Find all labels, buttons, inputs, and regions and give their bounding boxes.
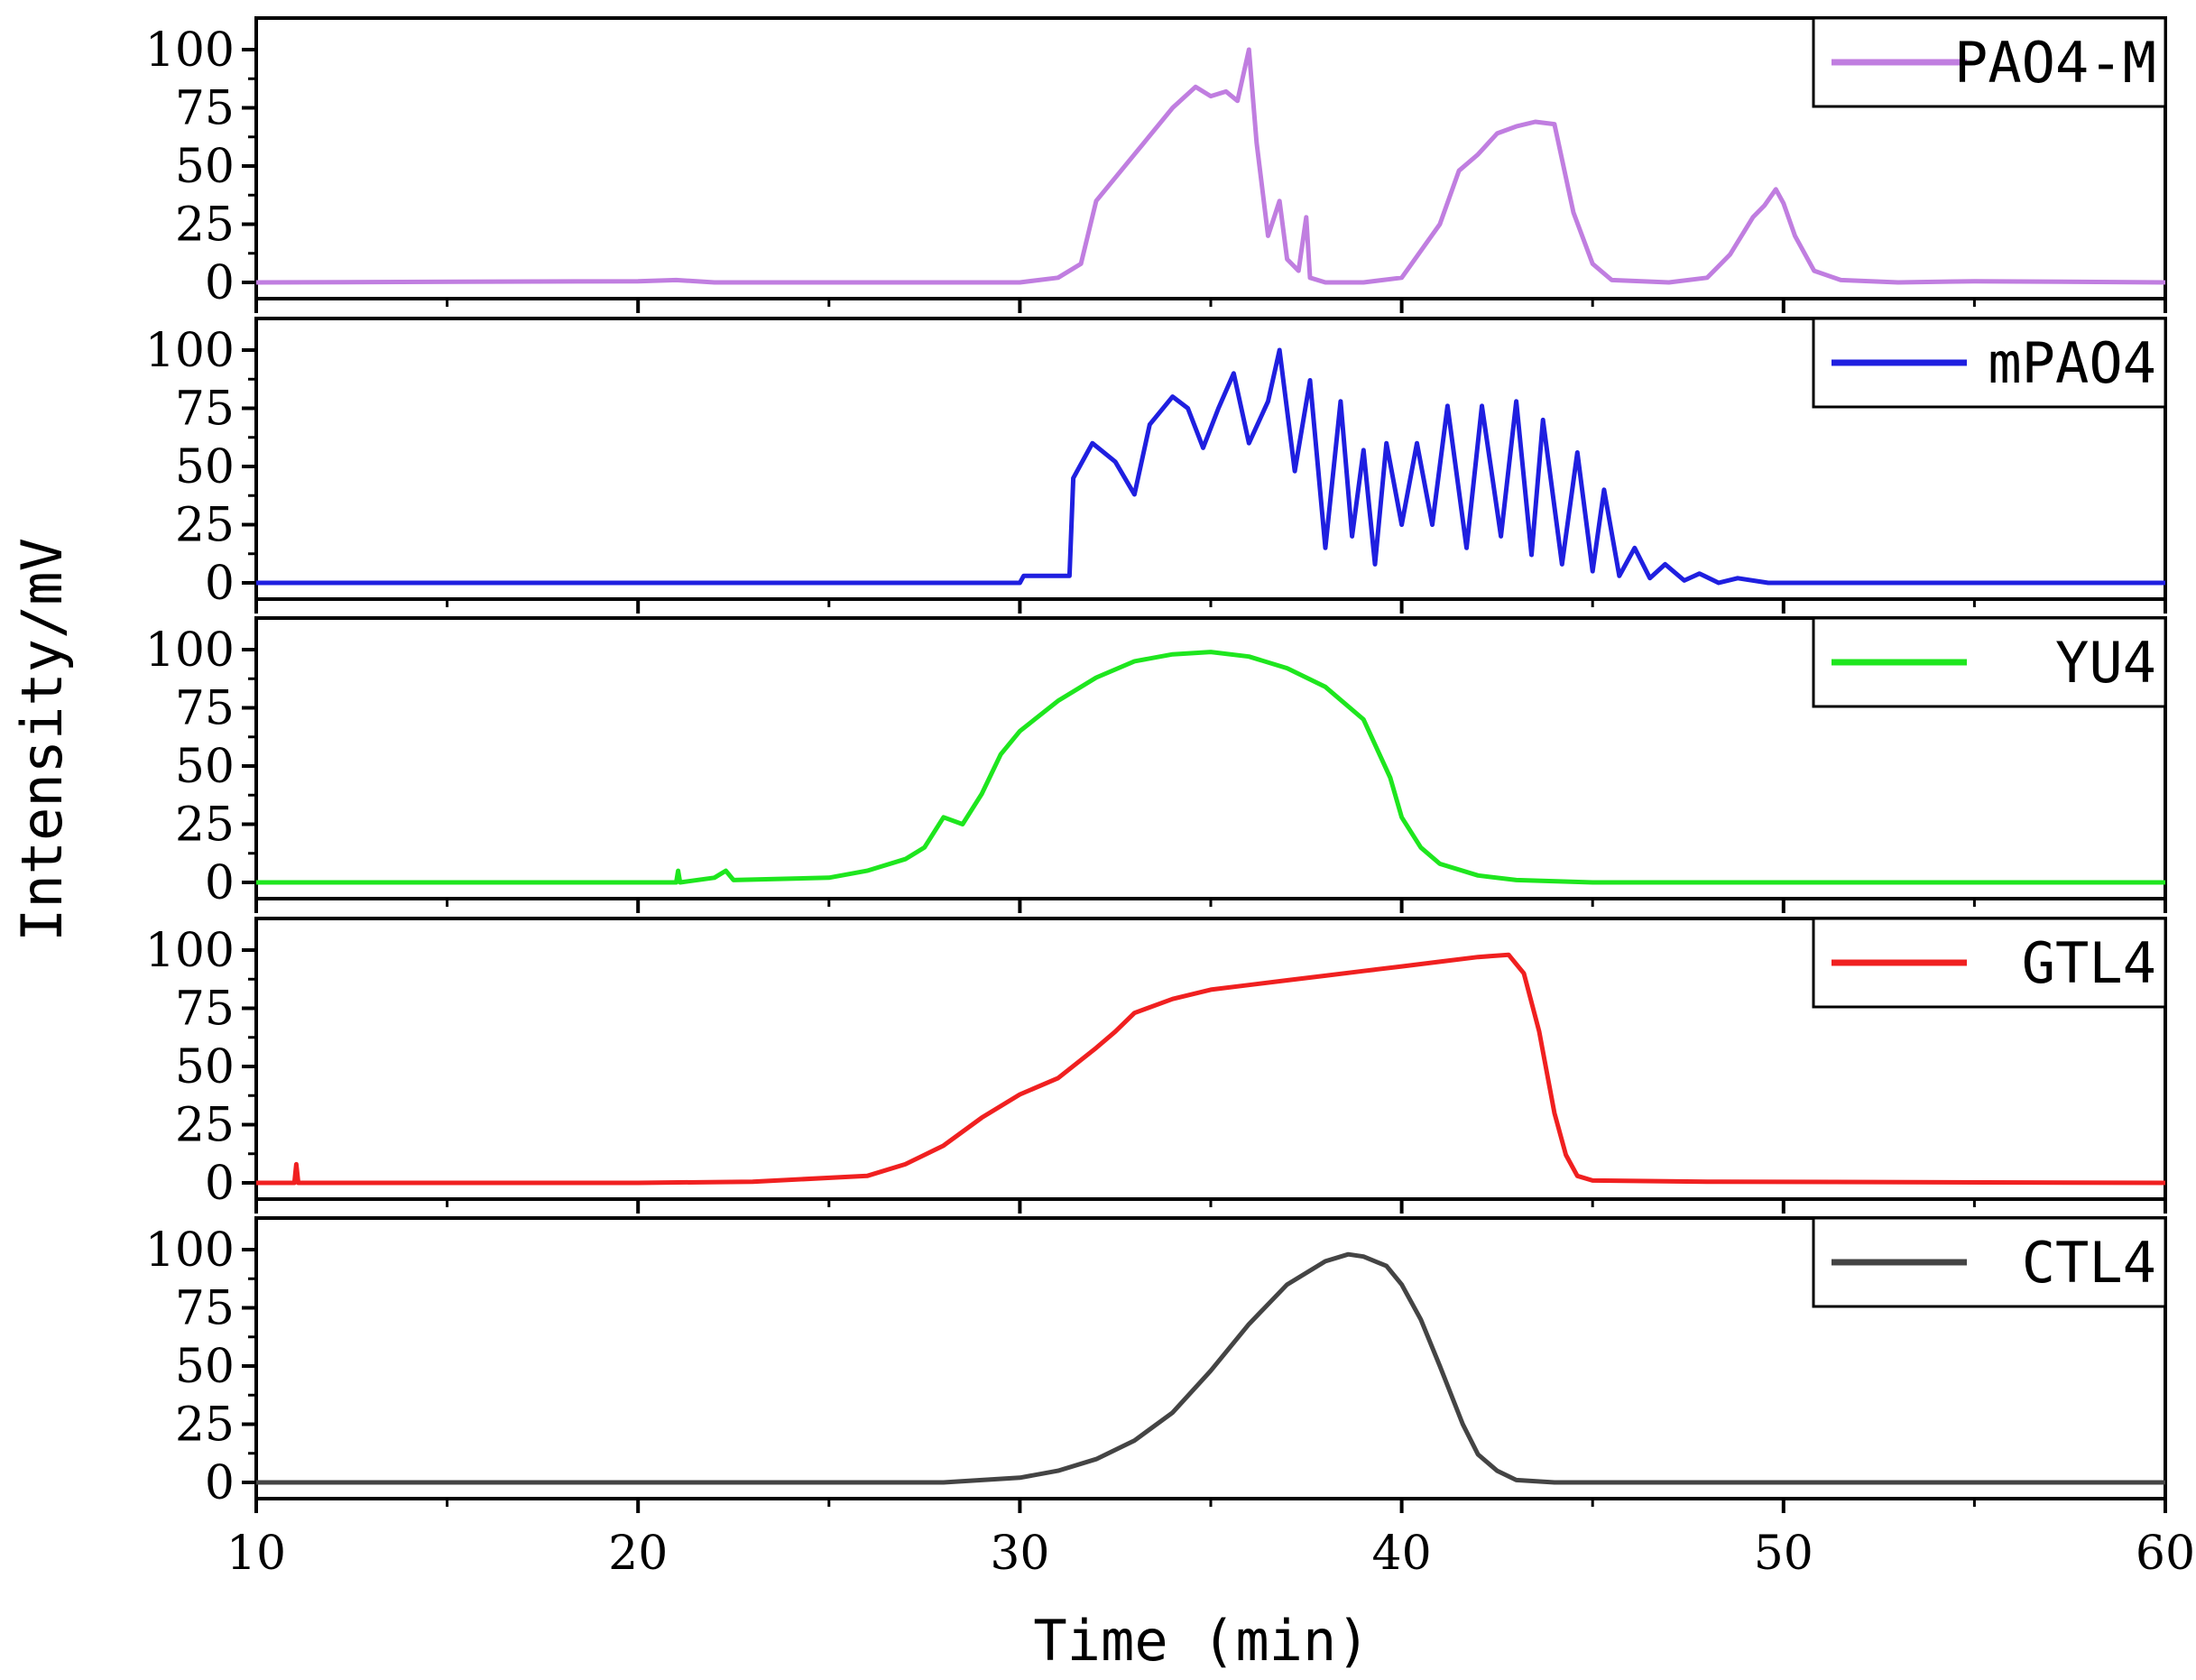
y-tick-label: 50 xyxy=(175,140,235,194)
x-axis-label: Time (min) xyxy=(1033,1608,1370,1674)
y-tick-label: 25 xyxy=(175,1099,235,1153)
x-tick-label: 60 xyxy=(2136,1527,2195,1581)
y-axis-label: Intensity/mV xyxy=(9,538,75,942)
y-tick-label: 100 xyxy=(145,324,235,378)
legend-label: PAO4-M xyxy=(1954,30,2156,96)
legend-yu4: YU4 xyxy=(1812,616,2167,708)
series-line-gtl4 xyxy=(256,952,2166,1186)
legend-label: mPAO4 xyxy=(1988,330,2156,396)
legend-pao4-m: PAO4-M xyxy=(1812,16,2167,108)
series-line-mpao4 xyxy=(256,347,2165,586)
y-tick-label: 25 xyxy=(175,1398,235,1453)
y-tick-label: 100 xyxy=(145,924,235,978)
series-line-pao4-m xyxy=(255,47,2166,285)
y-tick-label: 0 xyxy=(205,557,235,611)
y-tick-label: 100 xyxy=(145,23,235,78)
y-tick-label: 100 xyxy=(145,623,235,678)
legend-label: YU4 xyxy=(2055,630,2156,696)
x-tick-label: 20 xyxy=(608,1527,668,1581)
y-tick-label: 0 xyxy=(205,256,235,310)
legend-label: GTL4 xyxy=(2022,930,2156,996)
y-tick-label: 75 xyxy=(175,82,235,136)
y-tick-label: 0 xyxy=(205,1456,235,1510)
legend-mpao4: mPAO4 xyxy=(1812,317,2167,409)
x-tick-label: 10 xyxy=(226,1527,286,1581)
y-tick-label: 0 xyxy=(205,1157,235,1211)
x-tick-labels: 10 20 30 40 50 60 xyxy=(226,1527,2195,1581)
y-tick-label: 50 xyxy=(175,1040,235,1094)
y-tick-label: 100 xyxy=(145,1223,235,1278)
series-line-ctl4 xyxy=(256,1251,2165,1485)
y-tick-label: 75 xyxy=(175,983,235,1037)
y-tick-label: 25 xyxy=(175,198,235,253)
y-tick-label: 50 xyxy=(175,1340,235,1394)
legend-label: CTL4 xyxy=(2022,1230,2156,1296)
y-tick-label: 0 xyxy=(205,856,235,910)
y-tick-label: 50 xyxy=(175,440,235,494)
x-tick-label: 40 xyxy=(1372,1527,1432,1581)
y-tick-label: 50 xyxy=(175,740,235,794)
y-tick-label: 75 xyxy=(175,1282,235,1336)
y-tick-label: 25 xyxy=(175,499,235,553)
legend-ctl4: CTL4 xyxy=(1812,1216,2167,1308)
x-tick-label: 30 xyxy=(990,1527,1049,1581)
x-tick-label: 50 xyxy=(1754,1527,1813,1581)
series-line-yu4 xyxy=(256,650,2165,885)
y-tick-label: 75 xyxy=(175,682,235,736)
y-tick-label: 75 xyxy=(175,383,235,437)
y-tick-label: 25 xyxy=(175,798,235,853)
legend-gtl4: GTL4 xyxy=(1812,917,2167,1009)
